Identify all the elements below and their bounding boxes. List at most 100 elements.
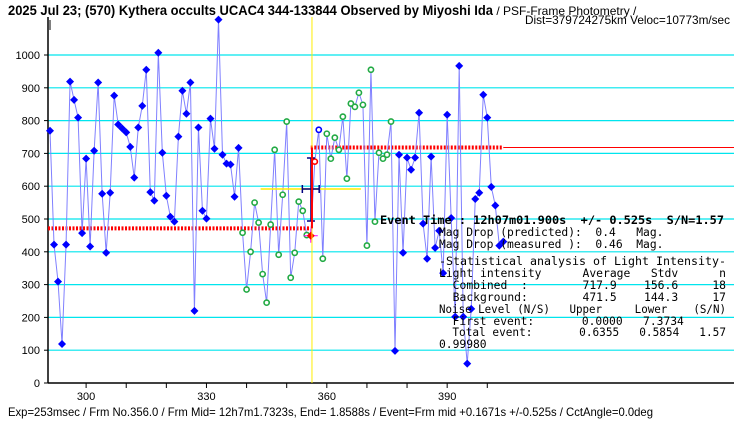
level-lines — [48, 145, 734, 231]
data-point — [483, 113, 492, 122]
data-point — [142, 65, 151, 74]
analysis-point — [251, 199, 259, 206]
data-point — [150, 196, 159, 205]
y-tick-label: 100 — [22, 345, 40, 357]
data-point — [138, 101, 147, 110]
stat-header: -Statistical analysis of Light Intensity… — [439, 255, 726, 268]
analysis-point — [375, 149, 383, 157]
analysis-point — [299, 207, 307, 215]
data-point — [166, 212, 175, 221]
data-point — [54, 277, 63, 286]
data-point — [198, 206, 207, 215]
x-tick-label: 390 — [438, 391, 456, 403]
y-tick-label: 700 — [22, 148, 40, 160]
data-point — [146, 188, 155, 197]
chart-title-suffix: / PSF-Frame Photometry / — [493, 4, 637, 18]
data-point — [415, 108, 424, 117]
data-point — [447, 214, 456, 223]
noise-header: Noise Level (N/S) Upper Lower (S/N) — [439, 303, 726, 316]
light-curve-line — [49, 19, 504, 364]
y-tick-label: 500 — [22, 214, 40, 226]
data-point — [182, 109, 191, 118]
data-point — [443, 110, 452, 119]
data-point — [399, 248, 408, 257]
analysis-point — [331, 134, 339, 142]
data-point — [162, 191, 171, 200]
data-point — [46, 126, 55, 135]
data-point — [427, 152, 436, 161]
y-tick-label: 1000 — [16, 50, 40, 62]
data-point — [419, 219, 428, 228]
data-point — [62, 240, 71, 249]
data-point — [170, 217, 179, 226]
data-point — [134, 123, 143, 132]
analysis-point — [387, 118, 395, 125]
mag-drop-measured: Mag Drop (measured ): 0.46 Mag. — [439, 238, 663, 251]
data-point — [451, 312, 460, 321]
axes: 0 100 200 300 400 500 600 700 800 900 1000 300 330 36… — [16, 17, 734, 403]
results-panel: Event Time : 12h07m01.900s +/- 0.525s S/… — [380, 214, 726, 351]
analysis-point — [259, 270, 267, 278]
y-tick-label: 900 — [22, 83, 40, 95]
analysis-point — [255, 219, 263, 227]
data-point — [467, 304, 476, 313]
noise-first-event: First event: 0.0000 7.3734 — [439, 315, 684, 328]
data-point — [90, 146, 99, 155]
data-point — [66, 77, 75, 86]
footer-info: Exp=253msec / Frm No.356.0 / Frm Mid= 12… — [8, 405, 653, 419]
stat-col-header: Light intensity Average Stdv n — [439, 267, 726, 280]
event-time-text: Event Time : 12h07m01.900s +/- 0.525s S/… — [380, 214, 724, 227]
analysis-point — [355, 89, 363, 97]
data-point — [499, 237, 508, 246]
data-point — [110, 91, 119, 100]
analysis-point — [291, 249, 299, 257]
data-point — [70, 95, 79, 104]
analysis-point — [383, 151, 391, 159]
data-point — [106, 188, 115, 197]
data-point — [94, 78, 103, 87]
data-point — [158, 148, 167, 157]
data-point — [407, 165, 416, 174]
data-point — [122, 128, 131, 137]
transition-point — [315, 126, 323, 134]
chart-title-main: 2025 Jul 23; (570) Kythera occults UCAC4… — [8, 3, 493, 18]
series-layer — [46, 15, 508, 368]
analysis-point — [319, 255, 327, 263]
analysis-point — [267, 221, 275, 228]
data-point — [475, 188, 484, 197]
y-tick-label: 200 — [22, 312, 40, 324]
event-markers — [260, 17, 361, 383]
analysis-point — [335, 146, 343, 154]
analysis-point — [339, 113, 347, 121]
chart-title: 2025 Jul 23; (570) Kythera occults UCAC4… — [8, 3, 637, 18]
analysis-point — [271, 146, 279, 154]
analysis-point — [295, 198, 303, 206]
data-point — [58, 339, 67, 348]
analysis-point — [367, 66, 375, 74]
analysis-point — [363, 242, 371, 249]
data-point — [455, 61, 464, 70]
data-point — [479, 90, 488, 99]
data-point — [202, 214, 211, 223]
analysis-point — [379, 155, 387, 163]
data-point — [126, 142, 135, 151]
x-tick-label: 300 — [77, 391, 95, 403]
data-point — [435, 226, 444, 235]
y-tick-label: 400 — [22, 247, 40, 259]
data-point — [50, 240, 59, 249]
noise-total-event: Total event: 0.6355 0.5854 1.57 — [439, 326, 726, 339]
x-tick-label: 360 — [318, 391, 336, 403]
data-point — [439, 269, 448, 278]
mag-drop-predicted: Mag Drop (predicted): 0.4 Mag. — [439, 226, 663, 239]
data-point — [178, 86, 187, 95]
data-point — [463, 359, 472, 368]
data-point — [226, 160, 235, 169]
data-point — [218, 150, 227, 159]
data-point — [78, 229, 87, 238]
data-point — [491, 201, 500, 210]
analysis-point — [283, 118, 291, 125]
analysis-point — [351, 103, 359, 111]
analysis-point — [323, 130, 331, 138]
analysis-point — [247, 248, 254, 256]
